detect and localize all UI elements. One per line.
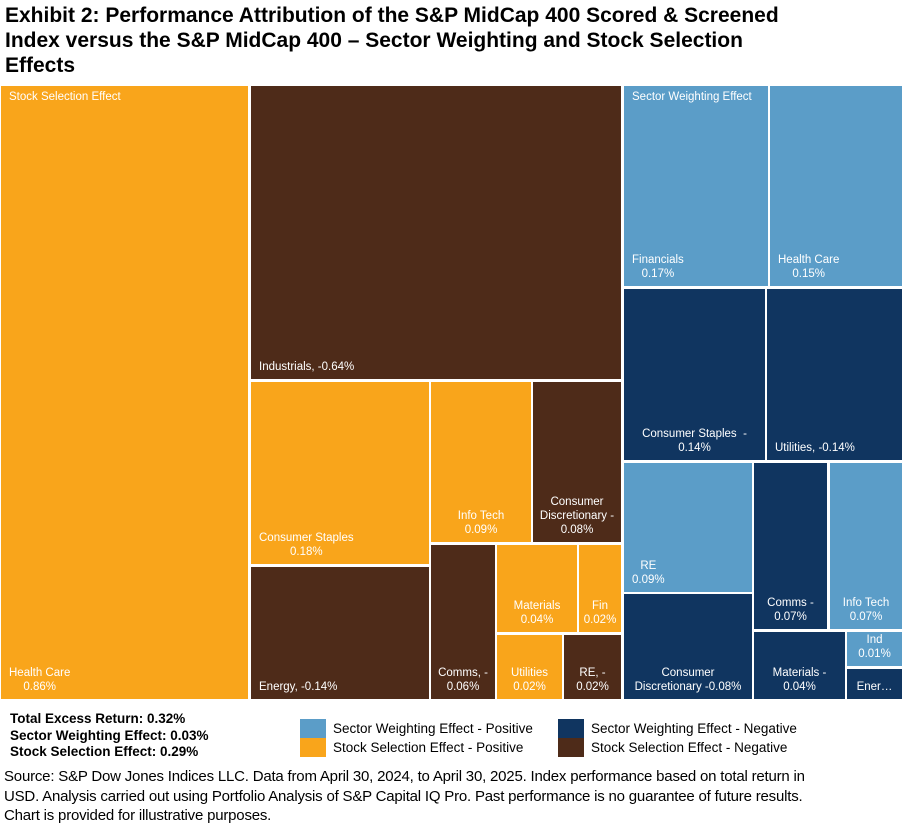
tile-stock-selection-comms: Comms, -0.06%	[431, 545, 495, 699]
tile-sector-weighting-info-tech: Info Tech 0.07%	[830, 463, 902, 629]
tile-label: Materials 0.04%	[513, 600, 561, 626]
legend-item-sector-weighting-positive: Sector Weighting Effect - Positive	[300, 719, 558, 738]
tile-label: Energy, -0.14%	[259, 681, 338, 693]
summary-sector-weighting-effect: Sector Weighting Effect: 0.03%	[10, 727, 209, 743]
tile-label: RE 0.09%	[632, 560, 665, 586]
tile-label: Utilities, -0.14%	[775, 442, 855, 454]
legend-item-sector-weighting-negative: Sector Weighting Effect - Negative	[558, 719, 797, 738]
legend-item-stock-selection-negative: Stock Selection Effect - Negative	[558, 738, 797, 757]
tile-stock-selection-industrials: Industrials, -0.64%	[251, 86, 621, 379]
tile-sector-weighting-energy: Ener…	[847, 669, 902, 699]
page-title-line: Effects	[5, 54, 76, 77]
tile-stock-selection-info-tech: Info Tech 0.09%	[431, 382, 531, 542]
tile-stock-selection-real-estate: RE, -0.02%	[564, 635, 621, 699]
tile-label: Info Tech 0.07%	[842, 597, 890, 623]
tile-label: RE, -0.02%	[576, 667, 609, 693]
tile-stock-selection-consumer-staples: Consumer Staples 0.18%	[251, 382, 429, 564]
group-label-sector-weighting-effect: Sector Weighting Effect	[632, 91, 752, 103]
legend-label: Stock Selection Effect - Positive	[333, 740, 524, 755]
tile-label: Ener…	[856, 681, 893, 693]
legend-swatch-sector-weighting-positive-icon	[300, 719, 326, 738]
tile-sector-weighting-consumer-discretionary: Consumer Discretionary -0.08%	[624, 594, 752, 699]
tile-stock-selection-energy: Energy, -0.14%	[251, 567, 429, 699]
legend-swatch-sector-weighting-negative-icon	[558, 719, 584, 738]
tile-label: Consumer Discretionary -0.08%	[539, 496, 615, 536]
tile-label: Industrials, -0.64%	[259, 361, 355, 373]
tile-stock-selection-consumer-discretionary: Consumer Discretionary -0.08%	[533, 382, 621, 542]
tile-label: Ind 0.01%	[858, 634, 891, 660]
tile-sector-weighting-consumer-staples: Consumer Staples -0.14%	[624, 289, 765, 460]
tile-label: Comms -0.07%	[767, 597, 814, 623]
source-note-line: USD. Analysis carried out using Portfoli…	[4, 787, 803, 805]
tile-stock-selection-materials: Materials 0.04%	[497, 545, 577, 632]
page-title: Exhibit 2: Performance Attribution of th…	[5, 3, 779, 78]
summary-total-excess-return: Total Excess Return: 0.32%	[10, 711, 186, 726]
tile-label: Comms, -0.06%	[438, 667, 488, 693]
tile-sector-weighting-utilities: Utilities, -0.14%	[767, 289, 902, 460]
tile-label: Utilities 0.02%	[510, 667, 549, 693]
tile-label: Fin 0.02%	[583, 600, 617, 626]
tile-stock-selection-utilities: Utilities 0.02%	[497, 635, 562, 699]
tile-label: Consumer Staples 0.18%	[259, 532, 354, 558]
legend-swatch-stock-selection-negative-icon	[558, 738, 584, 757]
tile-sector-weighting-health-care: Health Care 0.15%	[770, 86, 902, 286]
summary-stats: Total Excess Return: 0.32% Sector Weight…	[10, 711, 209, 761]
tile-label: Consumer Staples -0.14%	[642, 428, 747, 454]
legend-item-stock-selection-positive: Stock Selection Effect - Positive	[300, 738, 558, 757]
tile-label: Materials -0.04%	[772, 667, 827, 693]
tile-label: Health Care 0.15%	[778, 254, 840, 280]
page-title-line: Index versus the S&P MidCap 400 – Sector…	[5, 29, 743, 52]
source-note: Source: S&P Dow Jones Indices LLC. Data …	[4, 767, 909, 826]
tile-sector-weighting-comms: Comms -0.07%	[754, 463, 827, 629]
source-note-line: Source: S&P Dow Jones Indices LLC. Data …	[4, 768, 805, 785]
tile-sector-weighting-industrials: Ind 0.01%	[847, 632, 902, 666]
page-title-line: Exhibit 2: Performance Attribution of th…	[5, 4, 779, 27]
tile-label: Financials 0.17%	[632, 254, 684, 280]
tile-stock-selection-health-care: Health Care 0.86%	[1, 86, 248, 699]
legend-swatch-stock-selection-positive-icon	[300, 738, 326, 757]
legend-label: Sector Weighting Effect - Positive	[333, 721, 533, 736]
tile-label: Info Tech 0.09%	[457, 510, 505, 536]
source-note-line: Chart is provided for illustrative purpo…	[4, 807, 272, 824]
summary-stock-selection-effect: Stock Selection Effect: 0.29%	[10, 744, 199, 759]
legend-label: Sector Weighting Effect - Negative	[591, 721, 797, 736]
treemap: Health Care 0.86% Industrials, -0.64% Consu…	[0, 86, 913, 700]
legend-column-positive: Sector Weighting Effect - Positive Stock…	[300, 719, 558, 757]
tile-label: Health Care 0.86%	[9, 667, 71, 693]
tile-sector-weighting-real-estate: RE 0.09%	[624, 463, 752, 592]
legend: Sector Weighting Effect - Positive Stock…	[300, 719, 797, 757]
tile-sector-weighting-financials: Financials 0.17%	[624, 86, 768, 286]
legend-column-negative: Sector Weighting Effect - Negative Stock…	[558, 719, 797, 757]
group-label-stock-selection-effect: Stock Selection Effect	[9, 91, 121, 103]
tile-sector-weighting-materials: Materials -0.04%	[754, 632, 845, 699]
tile-stock-selection-financials: Fin 0.02%	[579, 545, 621, 632]
tile-label: Consumer Discretionary -0.08%	[634, 667, 742, 693]
legend-label: Stock Selection Effect - Negative	[591, 740, 788, 755]
